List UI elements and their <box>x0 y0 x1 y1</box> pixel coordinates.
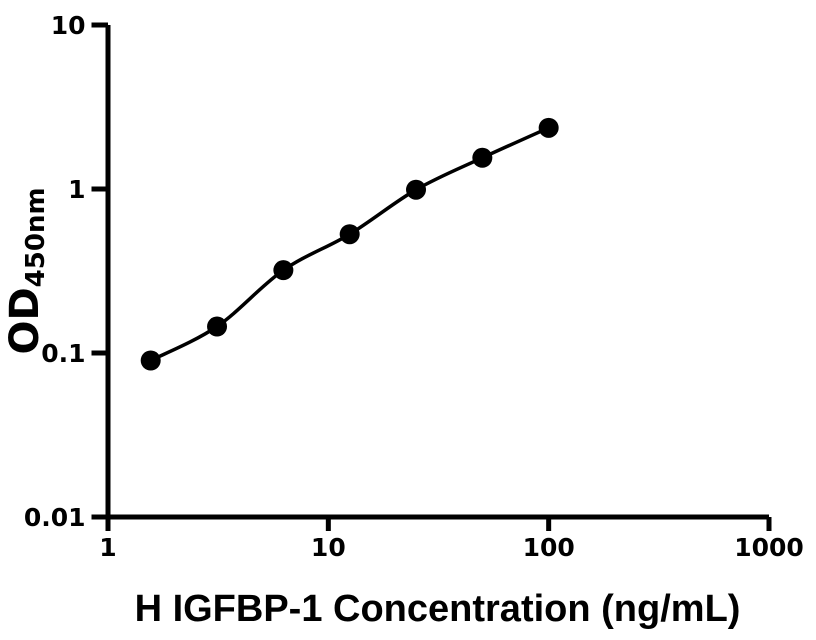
data-point <box>140 350 161 371</box>
data-point <box>207 316 228 337</box>
y-axis-label-main: OD <box>2 287 48 355</box>
x-tick-label: 10 <box>311 533 346 562</box>
data-point <box>406 179 427 200</box>
y-tick-label: 10 <box>51 11 86 40</box>
x-tick-label: 1 <box>99 533 116 562</box>
data-point <box>339 224 360 245</box>
data-point <box>472 147 493 168</box>
x-tick-label: 100 <box>523 533 575 562</box>
y-tick-label: 0.1 <box>41 339 85 368</box>
y-axis-label: OD450nm <box>2 187 51 355</box>
data-point <box>538 117 559 138</box>
data-point <box>273 260 294 281</box>
x-axis-title: H IGFBP-1 Concentration (ng/mL) <box>134 588 741 630</box>
x-tick-label: 1000 <box>734 533 804 562</box>
y-axis-label-subscript: 450nm <box>21 187 51 288</box>
y-tick-label: 1 <box>68 175 85 204</box>
y-tick-label: 0.01 <box>24 503 86 532</box>
